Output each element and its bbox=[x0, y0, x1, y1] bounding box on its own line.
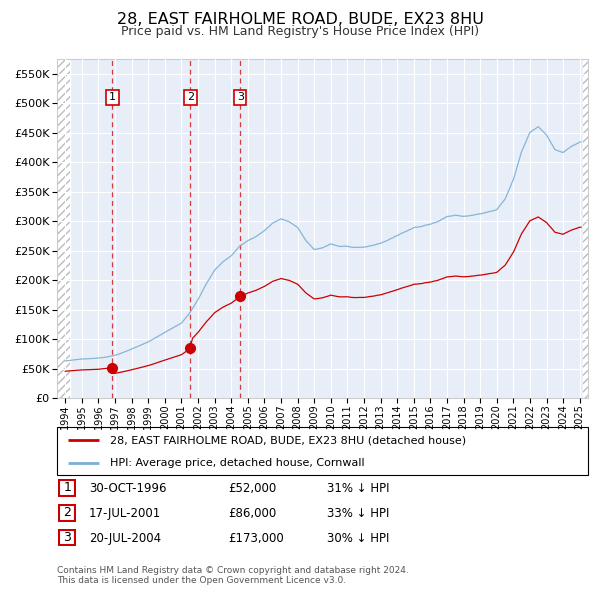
Text: 17-JUL-2001: 17-JUL-2001 bbox=[89, 507, 161, 520]
Text: 2: 2 bbox=[63, 506, 71, 519]
Text: 3: 3 bbox=[63, 531, 71, 544]
Text: 28, EAST FAIRHOLME ROAD, BUDE, EX23 8HU (detached house): 28, EAST FAIRHOLME ROAD, BUDE, EX23 8HU … bbox=[110, 435, 466, 445]
Text: 31% ↓ HPI: 31% ↓ HPI bbox=[327, 482, 389, 495]
Text: £52,000: £52,000 bbox=[228, 482, 276, 495]
Bar bbox=[57, 59, 70, 398]
Text: 33% ↓ HPI: 33% ↓ HPI bbox=[327, 507, 389, 520]
Text: 28, EAST FAIRHOLME ROAD, BUDE, EX23 8HU: 28, EAST FAIRHOLME ROAD, BUDE, EX23 8HU bbox=[116, 12, 484, 27]
Bar bbox=[583, 59, 588, 398]
Text: 3: 3 bbox=[236, 93, 244, 102]
Text: 2: 2 bbox=[187, 93, 194, 102]
Text: 1: 1 bbox=[109, 93, 116, 102]
Text: 30-OCT-1996: 30-OCT-1996 bbox=[89, 482, 166, 495]
Text: 1: 1 bbox=[63, 481, 71, 494]
Text: £86,000: £86,000 bbox=[228, 507, 276, 520]
Text: Contains HM Land Registry data © Crown copyright and database right 2024.
This d: Contains HM Land Registry data © Crown c… bbox=[57, 566, 409, 585]
Text: Price paid vs. HM Land Registry's House Price Index (HPI): Price paid vs. HM Land Registry's House … bbox=[121, 25, 479, 38]
Text: HPI: Average price, detached house, Cornwall: HPI: Average price, detached house, Corn… bbox=[110, 458, 365, 468]
Bar bbox=[583, 59, 588, 398]
Text: 20-JUL-2004: 20-JUL-2004 bbox=[89, 532, 161, 545]
Text: 30% ↓ HPI: 30% ↓ HPI bbox=[327, 532, 389, 545]
Bar bbox=[57, 59, 70, 398]
Text: £173,000: £173,000 bbox=[228, 532, 284, 545]
